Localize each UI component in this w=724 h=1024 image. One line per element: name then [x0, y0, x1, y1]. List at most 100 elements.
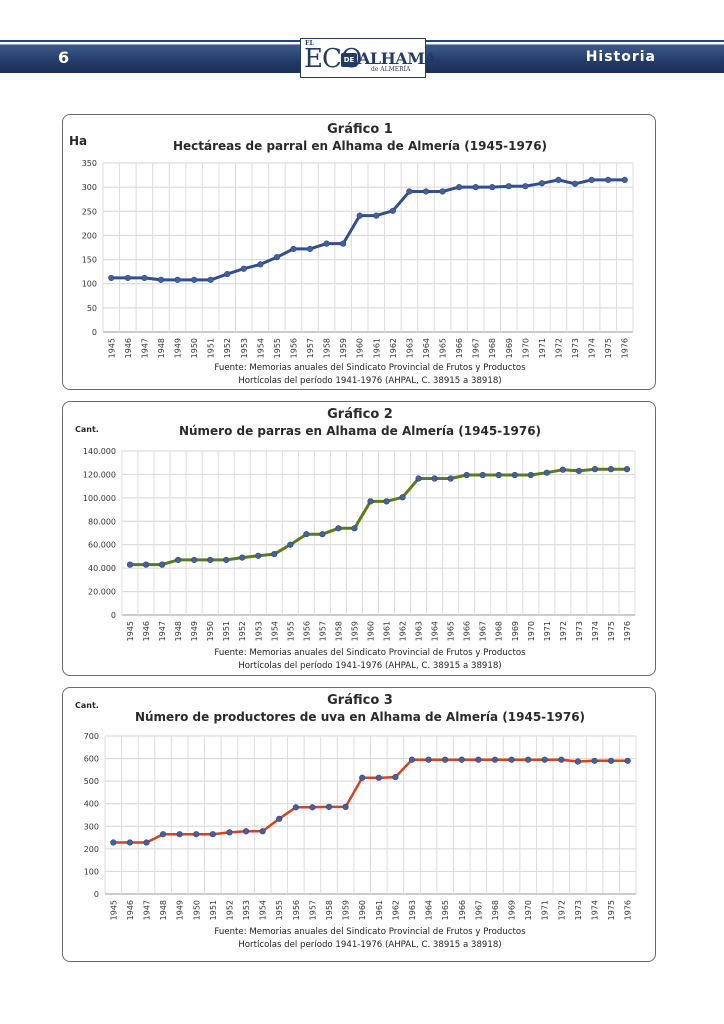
x-tick-label: 1957: [306, 338, 315, 358]
data-point: [126, 561, 134, 568]
chart-3-panel: Gráfico 3 Número de productores de uva en…: [62, 687, 656, 962]
chart-subtitle: Hectáreas de parral en Alhama de Almería…: [173, 139, 547, 153]
data-point: [399, 494, 406, 501]
data-point: [472, 184, 479, 191]
y-axis-label: Ha: [69, 134, 87, 148]
x-tick-label: 1949: [176, 900, 185, 920]
data-point: [439, 188, 446, 195]
data-point: [340, 240, 347, 247]
x-tick-label: 1956: [289, 338, 298, 358]
source-note-line-1: Fuente: Memorias anuales del Sindicato P…: [214, 648, 526, 658]
x-tick-label: 1948: [159, 900, 168, 920]
x-tick-label: 1955: [275, 900, 284, 920]
x-tick-label: 1965: [447, 621, 456, 641]
x-tick-label: 1963: [405, 338, 414, 358]
data-point: [559, 466, 566, 473]
x-tick-label: 1975: [604, 338, 613, 358]
data-point: [273, 254, 281, 261]
x-tick-label: 1964: [422, 338, 431, 358]
x-tick-label: 1955: [273, 338, 282, 358]
chart-3-svg: Gráfico 3 Número de productores de uva en…: [75, 693, 637, 950]
data-point: [408, 756, 416, 763]
x-tick-label: 1972: [554, 338, 563, 358]
data-point: [259, 828, 266, 835]
x-tick-label: 1971: [538, 338, 547, 358]
data-point: [367, 498, 374, 505]
x-tick-label: 1974: [591, 621, 600, 641]
data-point: [342, 803, 349, 810]
data-point: [292, 804, 299, 811]
data-point: [389, 207, 396, 214]
source-note-line-2: Hortícolas del período 1941-1976 (AHPAL,…: [238, 376, 501, 386]
y-tick-label: 0: [111, 611, 116, 620]
data-point: [276, 815, 283, 822]
newspaper-logo: EL ECO DE ALHAMA de ALMERÍA: [300, 38, 437, 78]
chart-subtitle: Número de parras en Alhama de Almería (1…: [179, 424, 541, 438]
data-point: [271, 550, 278, 558]
x-tick-label: 1950: [192, 900, 201, 920]
data-point: [207, 556, 214, 564]
data-point: [375, 774, 382, 781]
x-tick-label: 1973: [575, 621, 584, 641]
y-tick-label: 250: [82, 207, 97, 216]
source-note-line-2: Hortícolas del período 1941-1976 (AHPAL,…: [238, 661, 501, 671]
x-tick-label: 1969: [508, 900, 517, 920]
x-tick-label: 1948: [157, 338, 166, 358]
y-tick-label: 400: [84, 800, 99, 809]
x-tick-label: 1962: [399, 621, 408, 641]
x-tick-label: 1970: [524, 900, 533, 920]
data-point: [588, 176, 595, 184]
data-point: [108, 274, 115, 282]
logo-de-badge: DE: [341, 53, 357, 67]
data-point: [190, 276, 198, 283]
data-point: [455, 184, 463, 191]
x-tick-label: 1956: [292, 900, 301, 920]
data-point: [538, 180, 546, 187]
data-point: [142, 561, 150, 568]
data-point: [124, 274, 131, 282]
data-point: [239, 554, 246, 561]
data-point: [226, 829, 233, 836]
page-number: 6: [58, 48, 71, 67]
y-tick-label: 50: [87, 304, 97, 313]
data-point: [351, 525, 358, 532]
data-point: [607, 466, 615, 473]
x-tick-label: 1957: [318, 621, 327, 641]
data-point: [309, 804, 316, 811]
y-axis-label: Cant.: [75, 425, 99, 434]
y-tick-label: 140.000: [83, 447, 116, 456]
logo-alhama-text: ALHAMA: [358, 49, 437, 68]
x-tick-label: 1952: [225, 900, 234, 920]
data-point: [447, 475, 454, 482]
data-point: [623, 466, 631, 473]
x-tick-label: 1959: [342, 900, 351, 920]
data-point: [223, 556, 230, 564]
x-tick-label: 1951: [207, 338, 216, 358]
data-point: [555, 176, 562, 184]
y-tick-label: 80.000: [88, 517, 116, 526]
x-tick-label: 1960: [356, 338, 365, 358]
x-tick-label: 1945: [109, 900, 118, 920]
data-point: [406, 188, 413, 195]
data-point: [126, 839, 133, 846]
data-point: [207, 276, 214, 283]
x-tick-label: 1976: [621, 338, 630, 358]
x-tick-label: 1950: [206, 621, 215, 641]
data-point: [110, 839, 117, 846]
x-tick-label: 1959: [339, 338, 348, 358]
x-tick-label: 1971: [543, 621, 552, 641]
x-tick-label: 1958: [325, 900, 334, 920]
data-point: [141, 274, 148, 282]
data-point: [511, 471, 518, 479]
x-tick-label: 1946: [124, 338, 133, 358]
data-point: [505, 183, 512, 190]
y-tick-label: 200: [84, 845, 99, 854]
x-tick-label: 1964: [431, 621, 440, 641]
data-point: [356, 212, 363, 219]
x-tick-label: 1956: [302, 621, 311, 641]
x-tick-label: 1946: [142, 621, 151, 641]
y-tick-label: 20.000: [88, 588, 116, 597]
data-point: [157, 276, 165, 283]
chart-title: Gráfico 1: [327, 122, 393, 137]
x-tick-label: 1963: [415, 621, 424, 641]
